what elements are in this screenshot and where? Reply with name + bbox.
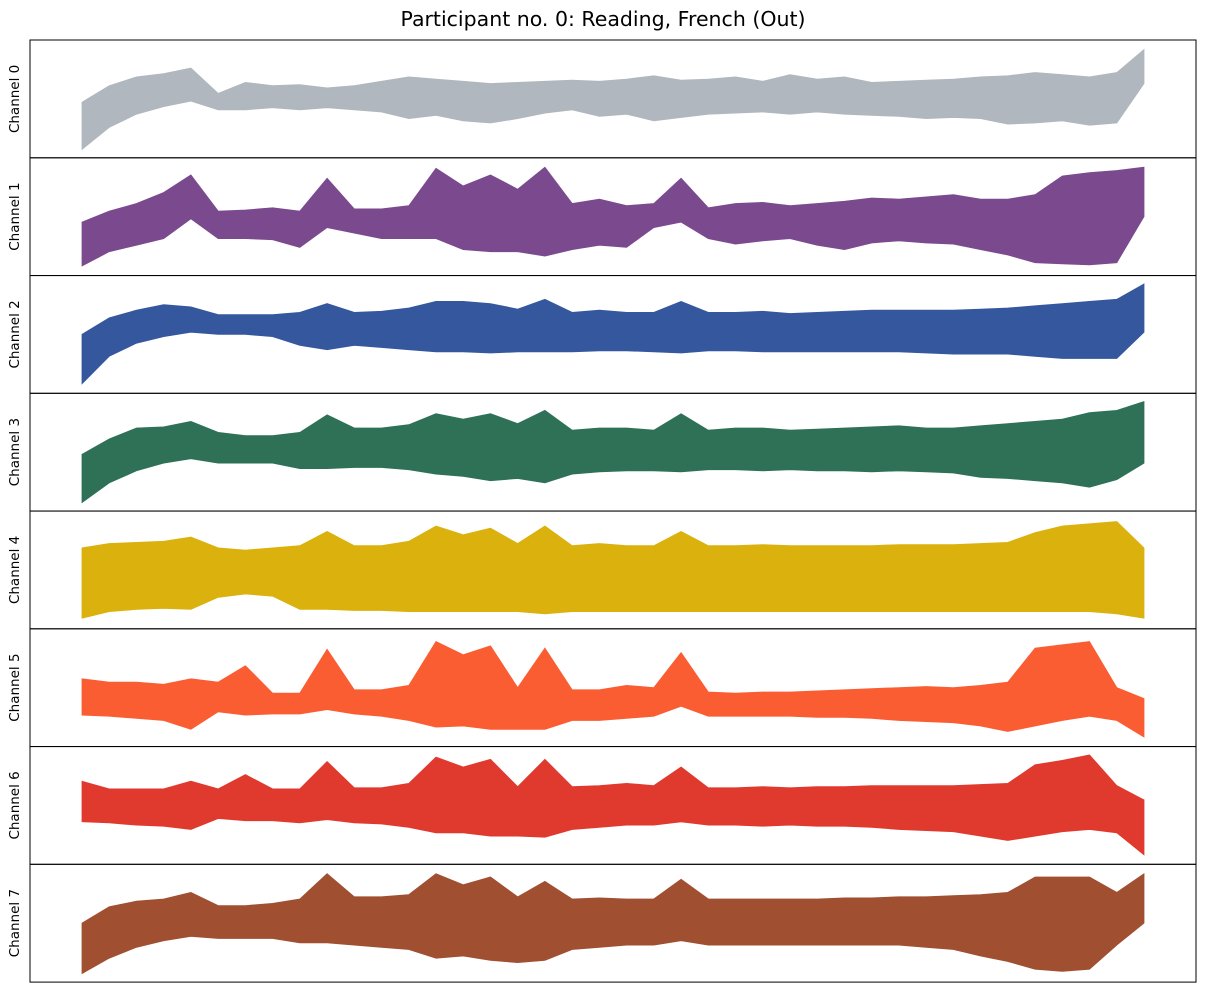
channel-2-ylabel: Channel 2 bbox=[7, 300, 23, 368]
chart-title: Participant no. 0: Reading, French (Out) bbox=[401, 7, 806, 31]
channel-4-signal bbox=[81, 521, 1145, 619]
subplot-channel-1: Channel 1 bbox=[7, 157, 1197, 277]
channel-3-ylabel: Channel 3 bbox=[7, 418, 23, 486]
subplot-channel-7: Channel 7 bbox=[7, 863, 1197, 983]
channel-0-signal bbox=[81, 48, 1145, 151]
subplot-stack: Channel 0 Channel 1 Channel 2 Channel 3 Chan… bbox=[7, 39, 1197, 983]
channel-7-ylabel: Channel 7 bbox=[7, 889, 23, 957]
channel-7-signal bbox=[81, 872, 1145, 975]
channel-3-signal bbox=[81, 401, 1145, 504]
channel-1-signal bbox=[81, 166, 1145, 267]
channel-0-ylabel: Channel 0 bbox=[7, 65, 23, 133]
channel-1-ylabel: Channel 1 bbox=[7, 182, 23, 250]
channel-5-ylabel: Channel 5 bbox=[7, 653, 23, 721]
channel-4-ylabel: Channel 4 bbox=[7, 536, 23, 604]
channel-6-ylabel: Channel 6 bbox=[7, 771, 23, 839]
channel-2-signal bbox=[81, 283, 1145, 385]
channel-7-frame bbox=[29, 863, 1197, 983]
subplot-channel-4: Channel 4 bbox=[7, 510, 1197, 630]
channel-6-signal bbox=[81, 754, 1145, 856]
channel-5-signal bbox=[81, 640, 1145, 738]
